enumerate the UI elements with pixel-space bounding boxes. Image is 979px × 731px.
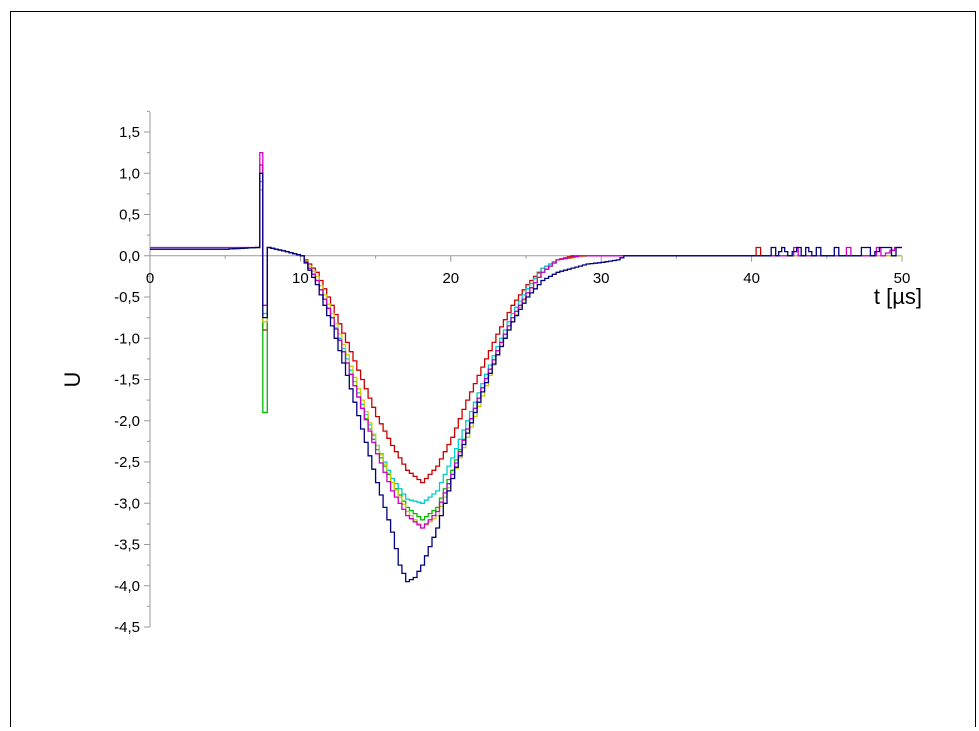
x-tick-label: 10 [292,270,309,287]
chart-frame [10,11,976,727]
y-tick-label: -4,5 [114,619,140,636]
x-tick-label: 40 [743,270,760,287]
y-axis-label: U [60,372,85,388]
y-tick-label: -0,5 [114,289,140,306]
y-tick-label: 0,5 [119,207,140,224]
x-tick-label: 20 [442,270,459,287]
y-tick-label: 0,0 [119,248,140,265]
y-tick-label: -2,0 [114,413,140,430]
x-axis-label: t [µs] [874,284,922,309]
x-tick-label: 50 [894,270,911,287]
ticks: 1,5 1,0 0,5 0,0 -0,5 -1,0 -1,5 -2,0 -2,5 -3,0 -3,5… [114,110,911,636]
y-tick-label: -3,0 [114,495,140,512]
y-tick-label: -1,5 [114,372,140,389]
x-tick-label: 30 [593,270,610,287]
series-group [150,151,902,583]
x-tick-label: 0 [146,270,154,287]
y-tick-label: -1,0 [114,330,140,347]
y-tick-label: 1,5 [119,124,140,141]
y-tick-label: -2,5 [114,454,140,471]
series-line-6 [150,172,902,583]
y-tick-label: -3,5 [114,537,140,554]
y-tick-label: 1,0 [119,165,140,182]
y-tick-label: -4,0 [114,578,140,595]
